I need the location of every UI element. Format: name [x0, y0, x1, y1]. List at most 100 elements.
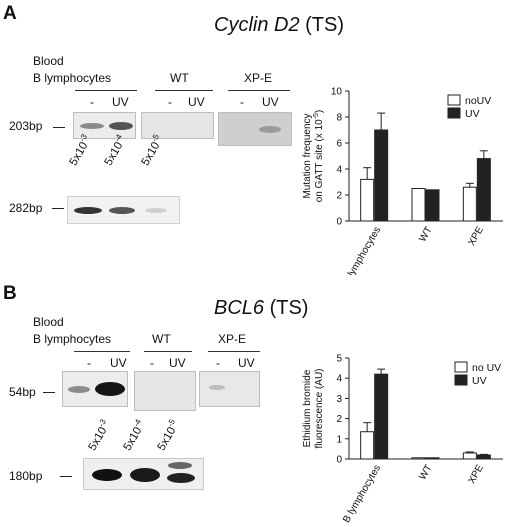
gel-band [95, 382, 125, 396]
y-tick-label: 0 [336, 455, 342, 466]
y-axis-label-line2: on GATT site (x 10-5) [313, 110, 325, 203]
bar-xpe-uv [476, 454, 491, 460]
gel-a1-b-lymphocytes [73, 112, 136, 139]
y-tick-label: 10 [331, 87, 343, 98]
lane-uv-label: UV [110, 356, 127, 370]
bar-wt-nouv [411, 188, 426, 222]
gel-band [109, 207, 135, 214]
panel-a-blood-label: Blood [33, 54, 64, 68]
gel-band [167, 473, 195, 483]
bar-b-lymphocytes-uv [374, 129, 389, 222]
gel-a1-xpe [218, 112, 292, 146]
y-tick-label: 4 [336, 374, 342, 385]
lane-uv-label: UV [169, 356, 186, 370]
lane-uv-label: UV [188, 95, 205, 109]
y-axis-label-line1: Mutation frequency [302, 113, 313, 198]
panel-b-group-wt: WT [152, 332, 171, 346]
legend-label: UV [472, 375, 487, 387]
bar-xpe-uv [476, 158, 491, 222]
panel-b-title-suffix: (TS) [264, 297, 309, 319]
gel-band [109, 122, 133, 130]
y-tick-label: 3 [336, 394, 342, 405]
panel-a-gel1-bp: 203bp [9, 119, 43, 133]
gel-band [209, 385, 225, 390]
bp-tick [52, 208, 64, 209]
gel-b1-b-lymphocytes [62, 371, 128, 407]
lane-uv-label: UV [238, 356, 255, 370]
lane-uv-label: UV [262, 95, 279, 109]
bar-wt-uv [425, 189, 440, 222]
panel-a-letter: A [3, 3, 17, 24]
y-tick-label: 1 [336, 434, 342, 445]
lane-minus-label: - [216, 356, 220, 370]
bar-wt-no-uv [411, 457, 426, 460]
panel-b-group-xpe: XP-E [218, 332, 247, 346]
bar-xpe-no-uv [462, 452, 477, 460]
panel-a-title-gene: Cyclin D2 [214, 14, 300, 36]
panel-b-letter: B [3, 283, 17, 304]
bp-tick [43, 392, 55, 393]
panel-a-group-b-lymphocytes: B lymphocytes [33, 71, 112, 85]
y-tick-label: 8 [336, 113, 342, 124]
dilution-label: 5x10-3 [86, 417, 110, 453]
dilution-label: 5x10-4 [121, 417, 145, 453]
chart-a-mutation-frequency: 0 2 4 6 8 10 Mutation frequency on GATT site (x… [302, 87, 503, 275]
x-tick-label: B lymphocytes [341, 463, 383, 525]
bar-b-lymphocytes-nouv [360, 178, 375, 222]
x-tick-label: XPE [466, 463, 486, 486]
panel-a-underline-2 [155, 90, 213, 91]
legend-label: no UV [472, 362, 501, 374]
legend-swatch [454, 361, 468, 373]
lane-minus-label: - [168, 95, 172, 109]
x-tick-label: B lymphocytes [341, 225, 383, 275]
bar-b-lymphocytes-uv [374, 373, 389, 460]
bar-b-lymphocytes-no-uv [360, 431, 375, 460]
panel-b-underline-2 [144, 351, 192, 352]
y-tick-label: 6 [336, 139, 342, 150]
panel-b-title-gene: BCL6 [214, 297, 265, 319]
x-tick-label: WT [417, 225, 434, 244]
gel-band [68, 386, 90, 393]
lane-minus-label: - [150, 356, 154, 370]
bp-tick [60, 476, 72, 477]
gel-a2-dilution [67, 196, 180, 224]
lane-minus-label: - [87, 356, 91, 370]
gel-band [259, 126, 281, 133]
y-tick-label: 5 [336, 354, 342, 365]
bar-xpe-nouv [462, 186, 477, 222]
y-axis-label: Ethidium bromide fluorescence (AU) [302, 368, 325, 448]
legend-label: UV [465, 108, 480, 120]
x-tick-label: WT [417, 463, 434, 482]
y-tick-label: 2 [336, 414, 342, 425]
panel-a-title-suffix: (TS) [299, 14, 345, 36]
panel-b-underline-1 [74, 351, 130, 352]
panel-b-underline-3 [208, 351, 260, 352]
gel-band [80, 123, 104, 129]
dilution-label: 5x10-5 [155, 417, 179, 453]
gel-band [92, 469, 122, 481]
lane-uv-label: UV [112, 95, 129, 109]
panel-a-underline-1 [75, 90, 137, 91]
gel-b2-dilution [83, 458, 204, 490]
panel-a-gel2-bp: 282bp [9, 201, 43, 215]
legend-swatch [447, 107, 461, 119]
panel-a-group-wt: WT [170, 71, 189, 85]
y-tick-label: 4 [336, 165, 342, 176]
panel-a-title: Cyclin D2 (TS) [214, 14, 344, 37]
y-axis-label-line2: fluorescence (AU) [314, 368, 325, 448]
bar-wt-uv [425, 457, 440, 460]
y-tick-label: 2 [336, 191, 342, 202]
panel-a-underline-3 [228, 90, 290, 91]
gel-a1-wt [141, 112, 214, 139]
panel-b-title: BCL6 (TS) [214, 297, 308, 320]
panel-b-blood-label: Blood [33, 315, 64, 329]
lane-minus-label: - [90, 95, 94, 109]
gel-band [74, 207, 102, 214]
y-axis-label-line1: Ethidium bromide [302, 369, 313, 447]
chart-b-ethidium-fluorescence: 0 1 2 3 4 5 Ethidium bromide fluorescence (AU) B… [302, 354, 503, 525]
lane-minus-label: - [240, 95, 244, 109]
bp-tick [53, 127, 65, 128]
y-tick-label: 0 [336, 217, 342, 228]
panel-b-gel2-bp: 180bp [9, 469, 43, 483]
panel-b-group-b-lymphocytes: B lymphocytes [33, 332, 112, 346]
